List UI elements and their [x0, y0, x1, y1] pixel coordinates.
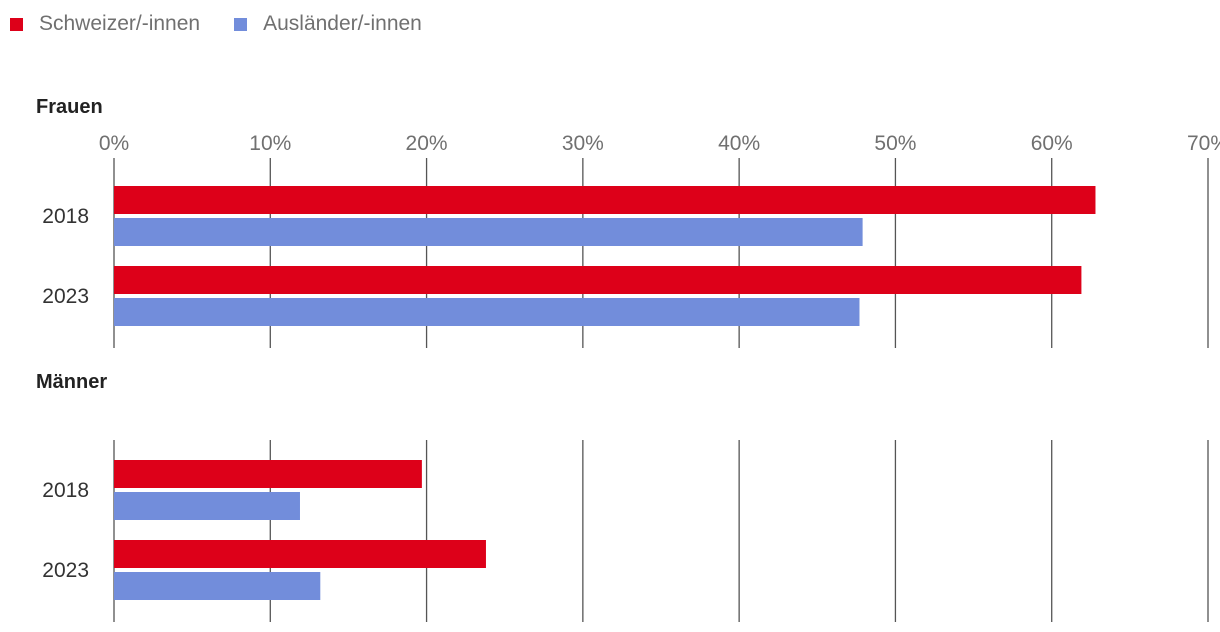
bar-mnner-2018-auslaender — [114, 492, 300, 520]
x-tick-label: 10% — [249, 132, 291, 155]
category-label-frauen: 2018 — [42, 205, 89, 228]
panel-title-frauen: Frauen — [36, 96, 103, 118]
x-tick-label: 40% — [718, 132, 760, 155]
bar-mnner-2018-schweizer — [114, 460, 422, 488]
x-tick-label: 70% — [1187, 132, 1220, 155]
legend-label-auslaender: Ausländer/-innen — [263, 12, 422, 35]
chart-legend: Schweizer/-innen Ausländer/-innen — [10, 12, 456, 36]
x-tick-label: 30% — [562, 132, 604, 155]
panel-title-mnner: Männer — [36, 371, 107, 393]
category-label-frauen: 2023 — [42, 285, 89, 308]
bar-frauen-2023-schweizer — [114, 266, 1082, 294]
x-tick-label: 60% — [1031, 132, 1073, 155]
legend-item-schweizer[interactable]: Schweizer/-innen — [10, 12, 200, 36]
legend-label-schweizer: Schweizer/-innen — [39, 12, 201, 35]
bar-frauen-2018-auslaender — [114, 218, 863, 246]
legend-item-auslaender[interactable]: Ausländer/-innen — [234, 12, 422, 36]
bar-frauen-2018-schweizer — [114, 186, 1096, 214]
x-tick-label: 50% — [874, 132, 916, 155]
x-tick-label: 20% — [406, 132, 448, 155]
x-tick-label: 0% — [99, 132, 129, 155]
legend-swatch-auslaender — [234, 17, 248, 31]
bar-frauen-2023-auslaender — [114, 298, 860, 326]
bar-mnner-2023-schweizer — [114, 540, 486, 568]
category-label-mnner: 2023 — [42, 559, 89, 582]
legend-swatch-schweizer — [10, 17, 23, 31]
bar-mnner-2023-auslaender — [114, 572, 321, 600]
category-label-mnner: 2018 — [42, 479, 89, 502]
